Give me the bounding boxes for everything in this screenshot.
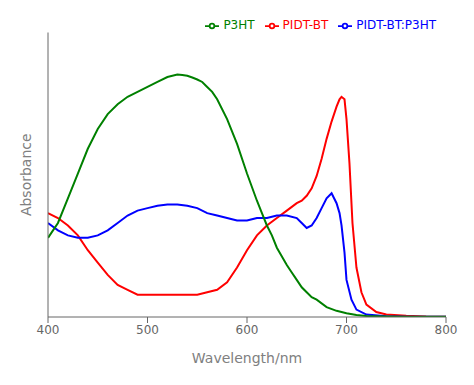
html-text:PIDT-BT: PIDT-BT: [282, 18, 329, 32]
html-text:P3HT: P3HT: [223, 18, 255, 32]
svg-text:Absorbance: Absorbance: [18, 133, 34, 216]
svg-text:700: 700: [335, 323, 358, 337]
svg-text:Wavelength/nm: Wavelength/nm: [192, 350, 302, 366]
svg-text:400: 400: [37, 323, 60, 337]
svg-text:800: 800: [435, 323, 458, 337]
svg-text:500: 500: [136, 323, 159, 337]
html-text:PIDT-BT:P3HT: PIDT-BT:P3HT: [356, 18, 436, 32]
svg-text:600: 600: [236, 323, 259, 337]
